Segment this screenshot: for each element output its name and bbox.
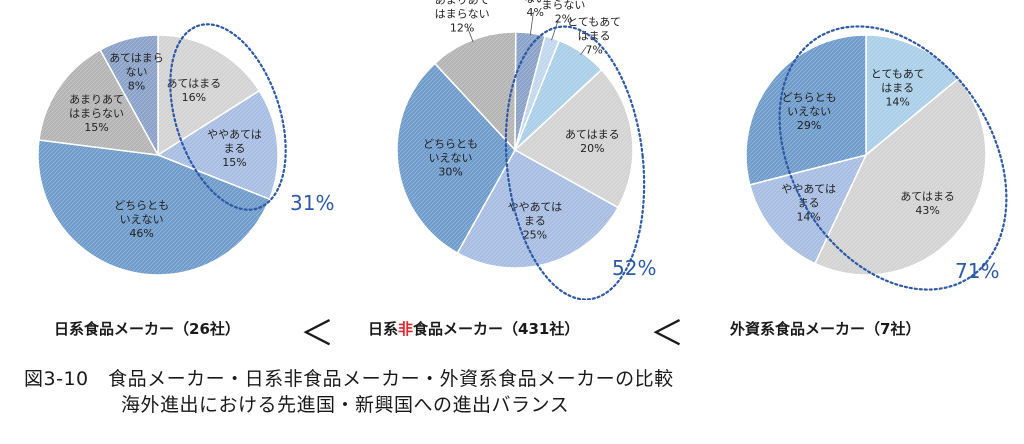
- slice-label-line: どちらとも: [782, 91, 837, 104]
- slice-value-label: 14%: [885, 96, 909, 109]
- pie-slice-texture: [457, 150, 619, 269]
- pie-slice-texture: [814, 78, 987, 276]
- slice-label-line: あまりあて: [435, 0, 490, 7]
- slice-label: どちらともいえない 29%: [782, 91, 837, 132]
- slice-label: ややあてはまる 15%: [207, 128, 262, 169]
- slice-label: 全くあてはまらない2%: [536, 0, 591, 25]
- slice-label: あまりあてはまらない 12%: [435, 0, 490, 35]
- pie-slice-texture: [397, 63, 515, 254]
- slice-label-line: どちらとも: [114, 199, 169, 212]
- slice-value-label: 15%: [222, 156, 246, 169]
- slice-label: ややあてはまる 25%: [508, 200, 563, 241]
- figure-caption-line-2: 海外進出における先進国・新興国への進出バランス: [121, 394, 570, 416]
- title-part: 日系: [368, 320, 399, 338]
- slice-label-line: まる: [223, 142, 245, 155]
- leader-line: [551, 17, 560, 41]
- slice-value-label: 7%: [585, 43, 602, 56]
- slice-value-label: 30%: [438, 166, 462, 179]
- highlight-ellipse: [169, 23, 287, 211]
- slice-value-label: 43%: [915, 204, 939, 217]
- slice-value-label: 46%: [129, 227, 153, 240]
- figure-caption-line-1: 図3-10 食品メーカー・日系非食品メーカー・外資系食品メーカーの比較: [24, 368, 674, 390]
- slice-label: あてはまらない4%: [508, 0, 563, 19]
- slice-label-line: ない: [524, 0, 546, 5]
- slice-label: あてはまらない 8%: [109, 51, 164, 92]
- slice-label-line: あてはまる: [900, 190, 955, 203]
- slice-value-label: 29%: [797, 119, 821, 132]
- title-part-highlight: 非: [398, 320, 414, 338]
- slice-label-line: あてはまら: [109, 51, 164, 64]
- pie-slice-texture: [158, 90, 279, 200]
- slice-label: どちらともいえない 30%: [423, 138, 478, 179]
- slice-label-line: いえない: [120, 213, 164, 226]
- highlight-ellipse: [778, 25, 1008, 291]
- slice-label-line: はまる: [881, 82, 914, 95]
- pie-slice-texture: [158, 35, 260, 155]
- highlight-total-label: 31%: [290, 191, 334, 215]
- less-than-sign-2: ＜: [650, 314, 684, 354]
- pie-slice-texture: [866, 35, 959, 155]
- pie-slice-texture: [515, 35, 560, 150]
- slice-label-line: まる: [798, 196, 820, 209]
- pie-slice-texture: [100, 35, 158, 155]
- leader-line: [529, 11, 534, 36]
- leader-line: [466, 26, 474, 43]
- slice-value-label: 20%: [580, 142, 604, 155]
- pie-slice-texture: [37, 139, 270, 276]
- less-than-sign-1: ＜: [300, 314, 334, 354]
- pie-slice-texture: [746, 35, 866, 185]
- slice-label-line: まらない: [541, 0, 585, 11]
- chart-title-japanese-food: 日系食品メーカー（26社）: [54, 320, 240, 338]
- slice-label-line: いえない: [429, 152, 473, 165]
- pie-charts-figure: あてはまる 16%ややあてはまる 15%どちらともいえない 46%あまりあてはまらない…: [37, 0, 1008, 300]
- slice-label: とてもあてはまる 14%: [871, 68, 925, 109]
- slice-label-line: ややあては: [508, 200, 563, 213]
- slice-label-line: まる: [524, 214, 546, 227]
- leader-line: [580, 46, 587, 56]
- pie-slice-texture: [38, 49, 158, 155]
- slice-value-label: 4%: [527, 6, 544, 19]
- slice-label-line: あまりあて: [69, 93, 124, 106]
- highlight-ellipse: [504, 25, 646, 300]
- pie-slice-texture: [434, 32, 516, 150]
- slice-label-line: ややあては: [781, 182, 836, 195]
- slice-label: どちらともいえない 46%: [114, 199, 169, 240]
- slice-label-line: どちらとも: [423, 138, 478, 151]
- slice-label: あてはまる 16%: [167, 77, 222, 104]
- pie-chart-foreign-food: とてもあてはまる 14% あてはまる 43% ややあてはまる 14% どちらともいえない 29…: [745, 25, 1008, 291]
- slice-value-label: 25%: [523, 228, 547, 241]
- slice-label-line: あてはまる: [167, 77, 222, 90]
- pie-chart-japanese-nonfood: とてもあてはまる 7%あてはまる 20%ややあてはまる 25%どちらともいえない 30%…: [396, 0, 656, 300]
- title-part: 食品メーカー（431社）: [413, 320, 580, 338]
- slice-value-label: 2%: [555, 12, 572, 25]
- slice-label-line: ない: [126, 65, 148, 78]
- slice-label-line: はまらない: [69, 107, 124, 120]
- slice-label-line: とてもあて: [871, 68, 925, 81]
- slice-value-label: 15%: [84, 121, 108, 134]
- slice-value-label: 12%: [450, 22, 474, 35]
- slice-label: あてはまる 20%: [565, 128, 620, 155]
- slice-label-line: とてもあて: [567, 15, 621, 28]
- slice-label-line: あてはまる: [565, 128, 620, 141]
- pie-slice-texture: [515, 69, 633, 208]
- slice-label: あてはまる 43%: [900, 190, 955, 217]
- highlight-total-label: 52%: [612, 256, 656, 280]
- slice-label-line: いえない: [787, 105, 831, 118]
- pie-slice-texture: [515, 40, 602, 151]
- pie-chart-japanese-food: あてはまる 16%ややあてはまる 15%どちらともいえない 46%あまりあてはまらない…: [37, 23, 334, 276]
- highlight-total-label: 71%: [955, 259, 999, 283]
- slice-label: あまりあてはまらない 15%: [69, 93, 124, 134]
- slice-value-label: 8%: [128, 79, 145, 92]
- chart-title-japanese-nonfood: 日系非食品メーカー（431社）: [368, 318, 579, 339]
- chart-title-foreign-food: 外資系食品メーカー（7社）: [730, 320, 921, 338]
- slice-label-line: はまらない: [435, 8, 490, 21]
- slice-label-line: ややあては: [207, 128, 262, 141]
- slice-value-label: 16%: [182, 91, 206, 104]
